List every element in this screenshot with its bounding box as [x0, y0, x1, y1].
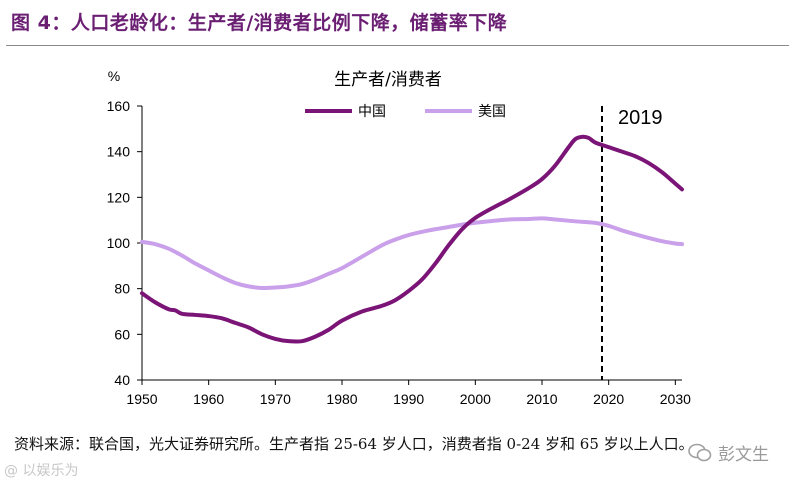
y-tick-label: 140: [107, 144, 131, 160]
axes-layer: [137, 105, 682, 385]
legend-label-china: 中国: [358, 104, 386, 120]
y-tick-label: 120: [107, 189, 131, 205]
series-layer: [140, 134, 684, 344]
y-tick-label: 160: [107, 98, 131, 114]
x-tick-label: 1950: [126, 391, 157, 407]
y-axis-unit: %: [108, 68, 120, 84]
x-tick-label: 1980: [326, 391, 357, 407]
series-line-china: [140, 134, 684, 344]
chart-title: 生产者/消费者: [334, 70, 442, 90]
watermark-right: 彭文生: [688, 440, 769, 465]
watermark-right-text: 彭文生: [718, 445, 769, 465]
title-divider: [6, 45, 789, 46]
x-tick-label: 2030: [660, 391, 691, 407]
text-layer: 40 60 80 100 120 140 160 1950 1960 1970 1980 1990 20…: [107, 68, 691, 407]
vline-label: 2019: [618, 107, 663, 129]
legend-label-usa: 美国: [478, 104, 506, 120]
series-line-usa: [140, 216, 684, 291]
x-tick-label: 2000: [460, 391, 491, 407]
wechat-icon: [688, 443, 712, 461]
x-tick-label: 1990: [393, 391, 424, 407]
source-note: 资料来源：联合国，光大证券研究所。生产者指 25-64 岁人口，消费者指 0-2…: [14, 435, 694, 453]
y-tick-label: 60: [114, 326, 130, 342]
figure-title: 图 4：人口老龄化：生产者/消费者比例下降，储蓄率下降: [11, 12, 508, 34]
y-tick-label: 100: [107, 235, 131, 251]
x-tick-label: 2020: [593, 391, 624, 407]
y-tick-label: 80: [114, 281, 130, 297]
x-tick-label: 1970: [260, 391, 291, 407]
line-chart: 40 60 80 100 120 140 160 1950 1960 1970 1980 1990 20…: [107, 68, 691, 407]
watermark-left: @ 以娱乐为: [4, 463, 79, 479]
x-tick-label: 2010: [526, 391, 557, 407]
y-tick-label: 40: [114, 372, 130, 388]
x-tick-label: 1960: [193, 391, 224, 407]
